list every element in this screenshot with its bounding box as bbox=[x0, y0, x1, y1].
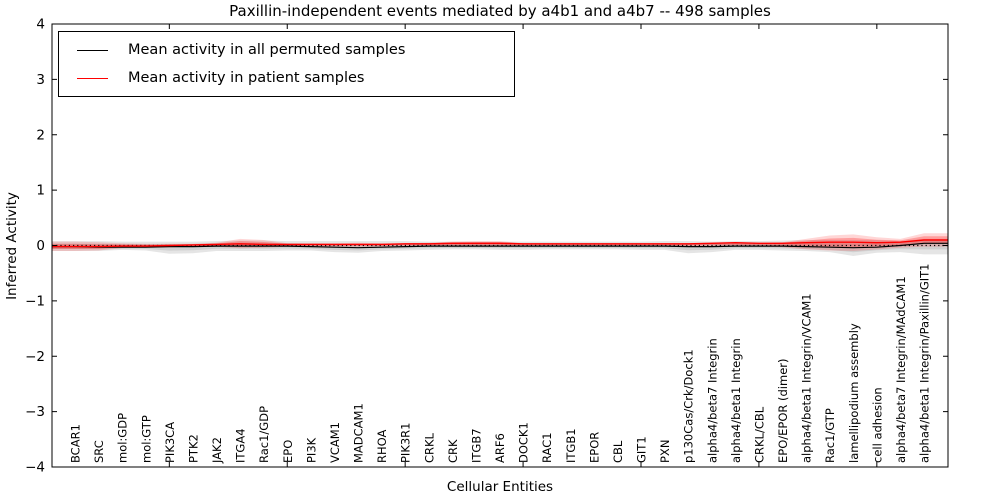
y-tick-label: 4 bbox=[36, 17, 45, 33]
x-tick-label: CBL bbox=[611, 440, 625, 463]
x-tick-label: PIK3R1 bbox=[399, 423, 413, 464]
x-tick-label: ARF6 bbox=[493, 433, 507, 463]
x-tick-label: ITGB7 bbox=[469, 428, 483, 463]
legend-entry-patient: Mean activity in patient samples bbox=[77, 64, 514, 92]
permuted-mean-line bbox=[52, 242, 948, 249]
x-tick-label: DOCK1 bbox=[517, 422, 531, 463]
x-tick-label: RHOA bbox=[375, 430, 389, 463]
y-tick-label: −2 bbox=[25, 349, 45, 365]
axes-spines bbox=[51, 23, 949, 468]
y-tick-label: 2 bbox=[36, 127, 45, 143]
x-tick-label: ITGA4 bbox=[234, 428, 248, 463]
x-tick-label: alpha4/beta1 Integrin/VCAM1 bbox=[800, 293, 814, 463]
x-tick-label: EPOR bbox=[587, 432, 601, 463]
y-axis-label: Inferred Activity bbox=[4, 192, 20, 300]
x-tick-label: EPO bbox=[281, 440, 295, 463]
x-tick-label: PIK3CA bbox=[163, 422, 177, 463]
legend-entry-permuted: Mean activity in all permuted samples bbox=[77, 36, 514, 64]
x-tick-label: alpha4/beta1 Integrin bbox=[729, 338, 743, 463]
x-tick-label: alpha4/beta7 Integrin/MAdCAM1 bbox=[894, 276, 908, 463]
x-tick-label: CRKL bbox=[422, 432, 436, 463]
x-tick-label: JAK2 bbox=[210, 437, 224, 464]
x-tick-label: alpha4/beta7 Integrin bbox=[705, 338, 719, 463]
x-tick-label: alpha4/beta1 Integrin/Paxillin/GIT1 bbox=[918, 264, 932, 463]
y-tick-label: 3 bbox=[36, 72, 45, 88]
x-tick-label: EPO/EPOR (dimer) bbox=[776, 359, 790, 464]
x-tick-label: mol:GTP bbox=[139, 415, 153, 463]
x-tick-label: RAC1 bbox=[540, 432, 554, 463]
x-tick-label: SRC bbox=[92, 440, 106, 463]
x-tick-label: PTK2 bbox=[186, 434, 200, 463]
x-tick-label: PXN bbox=[658, 440, 672, 463]
x-tick-label: Rac1/GTP bbox=[823, 408, 837, 463]
x-tick-label: PI3K bbox=[304, 437, 318, 463]
x-tick-label: Rac1/GDP bbox=[257, 406, 271, 463]
patient-line-swatch bbox=[77, 77, 108, 79]
legend-label: Mean activity in patient samples bbox=[128, 69, 365, 86]
x-axis-label: Cellular Entities bbox=[446, 479, 554, 495]
x-tick-label: VCAM1 bbox=[328, 422, 342, 463]
x-tick-label: MADCAM1 bbox=[352, 403, 366, 463]
x-tick-label: GIT1 bbox=[635, 436, 649, 463]
y-tick-label: −3 bbox=[25, 404, 45, 420]
x-tick-label: CRKL/CBL bbox=[752, 406, 766, 463]
y-tick-label: −1 bbox=[25, 293, 45, 309]
permuted-line-swatch bbox=[77, 49, 108, 51]
x-tick-label: ITGB1 bbox=[564, 428, 578, 463]
x-tick-label: cell adhesion bbox=[870, 387, 884, 463]
chart-title: Paxillin-independent events mediated by … bbox=[229, 2, 771, 20]
x-tick-label: BCAR1 bbox=[69, 424, 83, 463]
x-tick-label: p130Cas/Crk/Dock1 bbox=[682, 349, 696, 463]
patient-mean-line bbox=[52, 239, 948, 248]
x-tick-label: lamellipodium assembly bbox=[847, 323, 861, 463]
legend-label: Mean activity in all permuted samples bbox=[128, 41, 406, 58]
y-tick-label: 1 bbox=[36, 183, 45, 199]
y-tick-label: 0 bbox=[36, 238, 45, 254]
legend: Mean activity in all permuted samples Me… bbox=[58, 31, 515, 97]
x-tick-label: mol:GDP bbox=[116, 413, 130, 463]
x-tick-label: CRK bbox=[446, 439, 460, 463]
y-tick-label: −4 bbox=[25, 460, 45, 476]
